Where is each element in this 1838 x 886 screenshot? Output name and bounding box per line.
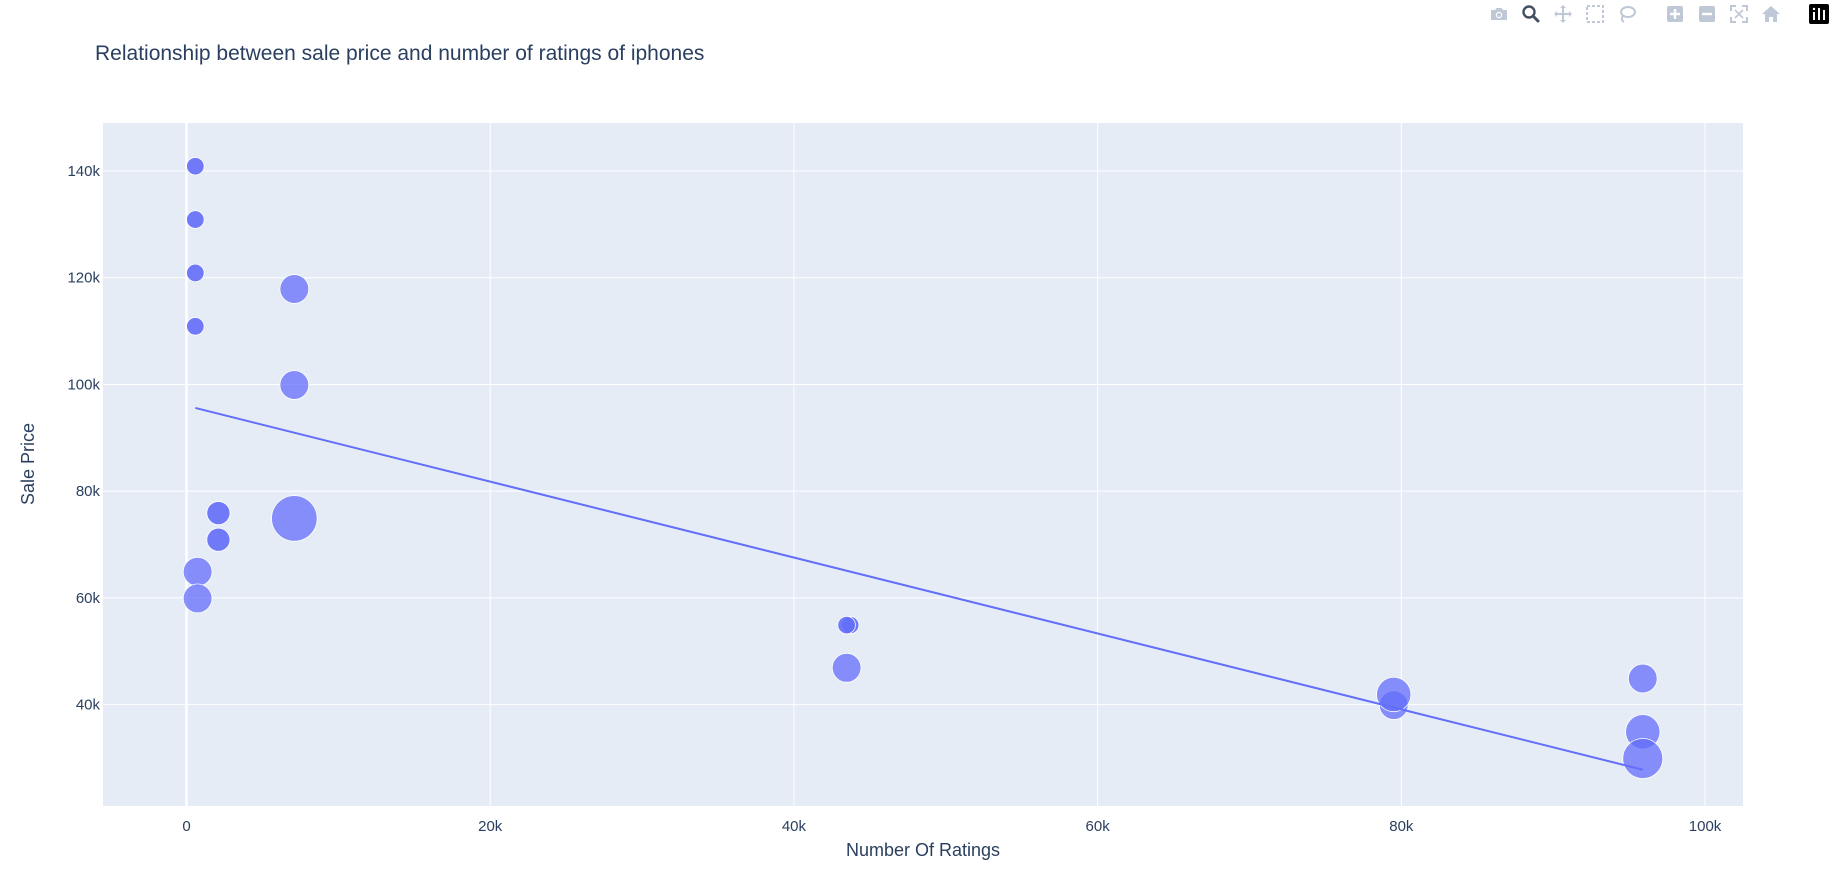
zoom-out-icon[interactable] xyxy=(1692,1,1722,27)
chart-title: Relationship between sale price and numb… xyxy=(95,42,704,65)
x-tick-labels: 0 20k 40k 60k 80k 100k xyxy=(182,818,1721,835)
y-axis-title: Sale Price xyxy=(18,423,38,505)
scatter-point[interactable] xyxy=(279,274,310,304)
x-tick-label: 20k xyxy=(478,818,503,835)
modebar xyxy=(1484,0,1838,28)
zoom-in-icon[interactable] xyxy=(1660,1,1690,27)
scatter-point[interactable] xyxy=(831,652,862,683)
scatter-point[interactable] xyxy=(271,495,318,542)
y-tick-labels: 40k 60k 80k 100k 120k 140k xyxy=(67,163,100,714)
y-tick-label: 80k xyxy=(76,483,101,500)
scatter-point[interactable] xyxy=(186,210,205,229)
scatter-point[interactable] xyxy=(206,501,231,526)
scatter-point[interactable] xyxy=(279,370,310,400)
plotly-logo-icon[interactable] xyxy=(1804,1,1834,27)
pan-icon[interactable] xyxy=(1548,1,1578,27)
zoom-icon[interactable] xyxy=(1516,1,1546,27)
scatter-point[interactable] xyxy=(206,527,231,552)
box-select-icon[interactable] xyxy=(1580,1,1610,27)
x-tick-label: 80k xyxy=(1389,818,1414,835)
plot-area[interactable] xyxy=(103,123,1743,806)
scatter-point[interactable] xyxy=(186,157,205,176)
y-tick-label: 100k xyxy=(67,376,100,393)
x-tick-label: 60k xyxy=(1086,818,1111,835)
scatter-point[interactable] xyxy=(186,317,205,336)
y-tick-label: 60k xyxy=(76,590,101,607)
scatter-point[interactable] xyxy=(1376,676,1412,713)
x-axis-title: Number Of Ratings xyxy=(846,840,1000,860)
scatter-point[interactable] xyxy=(182,583,213,614)
scatter-point[interactable] xyxy=(186,263,205,283)
x-gridlines xyxy=(185,123,1706,806)
x-tick-label: 0 xyxy=(182,818,190,835)
x-tick-label: 40k xyxy=(782,818,807,835)
scatter-point[interactable] xyxy=(1627,663,1658,694)
y-gridlines xyxy=(103,170,1743,706)
scatter-point[interactable] xyxy=(182,556,213,587)
y-tick-label: 120k xyxy=(67,270,100,287)
lasso-icon[interactable] xyxy=(1612,1,1642,27)
x-tick-label: 100k xyxy=(1689,818,1722,835)
autoscale-icon[interactable] xyxy=(1724,1,1754,27)
y-tick-label: 140k xyxy=(67,163,100,180)
y-tick-label: 40k xyxy=(76,697,101,714)
scatter-point[interactable] xyxy=(837,615,856,635)
reset-axes-icon[interactable] xyxy=(1756,1,1786,27)
camera-icon[interactable] xyxy=(1484,1,1514,27)
scatter-point[interactable] xyxy=(1622,738,1664,779)
scatter-markers xyxy=(182,157,1664,779)
trendline xyxy=(195,406,1644,771)
